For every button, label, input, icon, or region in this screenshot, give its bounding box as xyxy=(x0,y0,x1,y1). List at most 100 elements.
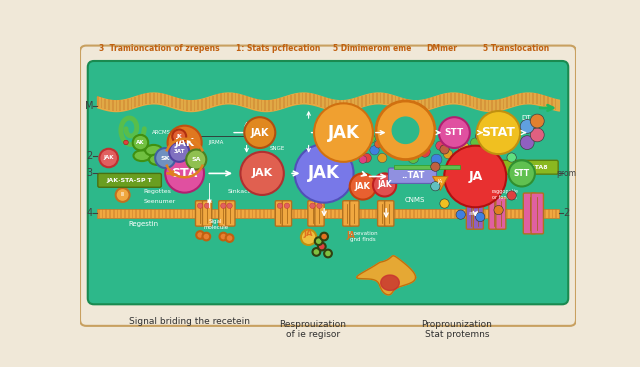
Bar xyxy=(521,93,523,104)
Bar xyxy=(492,209,493,218)
Bar xyxy=(443,94,445,105)
Circle shape xyxy=(244,117,275,148)
Bar xyxy=(506,98,508,108)
Bar xyxy=(356,209,358,218)
Bar xyxy=(417,100,419,111)
Bar xyxy=(410,100,412,110)
Circle shape xyxy=(301,230,316,245)
Text: JAK: JAK xyxy=(252,168,273,178)
Circle shape xyxy=(172,130,186,143)
Bar xyxy=(349,209,351,218)
Bar xyxy=(139,209,141,218)
Circle shape xyxy=(317,203,322,208)
Text: JAK·STA-SP T: JAK·STA-SP T xyxy=(107,178,152,183)
Bar xyxy=(248,209,250,218)
Circle shape xyxy=(124,140,128,145)
Bar xyxy=(285,209,287,218)
Bar xyxy=(481,209,482,218)
Bar xyxy=(233,209,235,218)
Circle shape xyxy=(477,111,520,154)
FancyBboxPatch shape xyxy=(195,201,205,226)
Bar xyxy=(431,209,433,218)
Text: JAK: JAK xyxy=(104,156,114,160)
Bar xyxy=(495,100,497,111)
Bar xyxy=(499,99,500,110)
Bar xyxy=(454,92,456,103)
FancyBboxPatch shape xyxy=(531,193,543,234)
Bar xyxy=(209,97,211,108)
Bar xyxy=(518,209,520,218)
Bar xyxy=(536,93,538,104)
Bar xyxy=(317,95,318,105)
Bar xyxy=(212,95,214,106)
Circle shape xyxy=(507,191,516,200)
Bar xyxy=(157,93,158,103)
Bar xyxy=(145,94,147,104)
Ellipse shape xyxy=(145,145,162,156)
Text: 5 Translocation: 5 Translocation xyxy=(483,44,550,52)
Bar xyxy=(346,100,348,110)
FancyBboxPatch shape xyxy=(98,173,161,187)
Bar xyxy=(552,209,554,218)
Bar xyxy=(405,209,407,218)
Bar xyxy=(218,209,220,218)
Text: ARCMS: ARCMS xyxy=(152,130,171,135)
Text: CNMS: CNMS xyxy=(404,197,425,203)
Bar xyxy=(246,96,248,106)
Circle shape xyxy=(220,233,227,240)
Circle shape xyxy=(531,128,544,142)
Text: JAK: JAK xyxy=(328,124,360,142)
Bar xyxy=(141,94,143,105)
Text: DMmer: DMmer xyxy=(427,44,458,52)
Bar xyxy=(274,209,276,218)
FancyBboxPatch shape xyxy=(388,168,436,184)
Circle shape xyxy=(320,233,328,240)
Bar xyxy=(469,95,471,106)
Bar xyxy=(282,209,284,218)
Bar xyxy=(387,209,388,218)
Circle shape xyxy=(436,141,445,150)
Circle shape xyxy=(439,117,470,148)
Bar xyxy=(346,209,347,218)
Text: 3AT: 3AT xyxy=(173,149,185,155)
Bar xyxy=(354,98,355,109)
Bar xyxy=(97,97,99,107)
Bar xyxy=(191,209,193,218)
FancyBboxPatch shape xyxy=(489,198,499,229)
Bar xyxy=(522,209,524,218)
FancyBboxPatch shape xyxy=(202,201,212,226)
Text: Regestin: Regestin xyxy=(129,221,159,227)
Bar xyxy=(227,92,229,103)
Bar xyxy=(499,209,501,218)
Bar xyxy=(201,99,203,110)
Text: JA: JA xyxy=(304,229,314,238)
Circle shape xyxy=(455,155,465,164)
Bar xyxy=(383,209,385,218)
Text: 1: Stats pcflecation: 1: Stats pcflecation xyxy=(236,44,321,52)
Text: 4: 4 xyxy=(86,208,92,218)
Bar xyxy=(428,209,429,218)
Bar xyxy=(190,100,192,111)
Bar xyxy=(289,209,291,218)
Circle shape xyxy=(494,206,503,215)
Bar xyxy=(160,93,162,104)
FancyBboxPatch shape xyxy=(282,201,292,226)
Bar xyxy=(488,209,490,218)
Bar xyxy=(540,94,541,105)
Circle shape xyxy=(444,146,506,207)
Bar xyxy=(305,92,307,103)
Bar xyxy=(551,98,552,108)
Bar xyxy=(268,100,270,111)
Bar xyxy=(323,209,324,218)
FancyBboxPatch shape xyxy=(343,201,352,226)
Bar xyxy=(182,99,184,110)
Bar xyxy=(123,100,125,110)
Circle shape xyxy=(511,172,521,181)
Bar xyxy=(364,209,366,218)
Bar xyxy=(149,93,151,103)
Bar xyxy=(480,99,482,109)
Bar xyxy=(503,209,504,218)
Text: JAK: JAK xyxy=(377,181,392,189)
Bar xyxy=(439,209,441,218)
Bar xyxy=(334,209,336,218)
